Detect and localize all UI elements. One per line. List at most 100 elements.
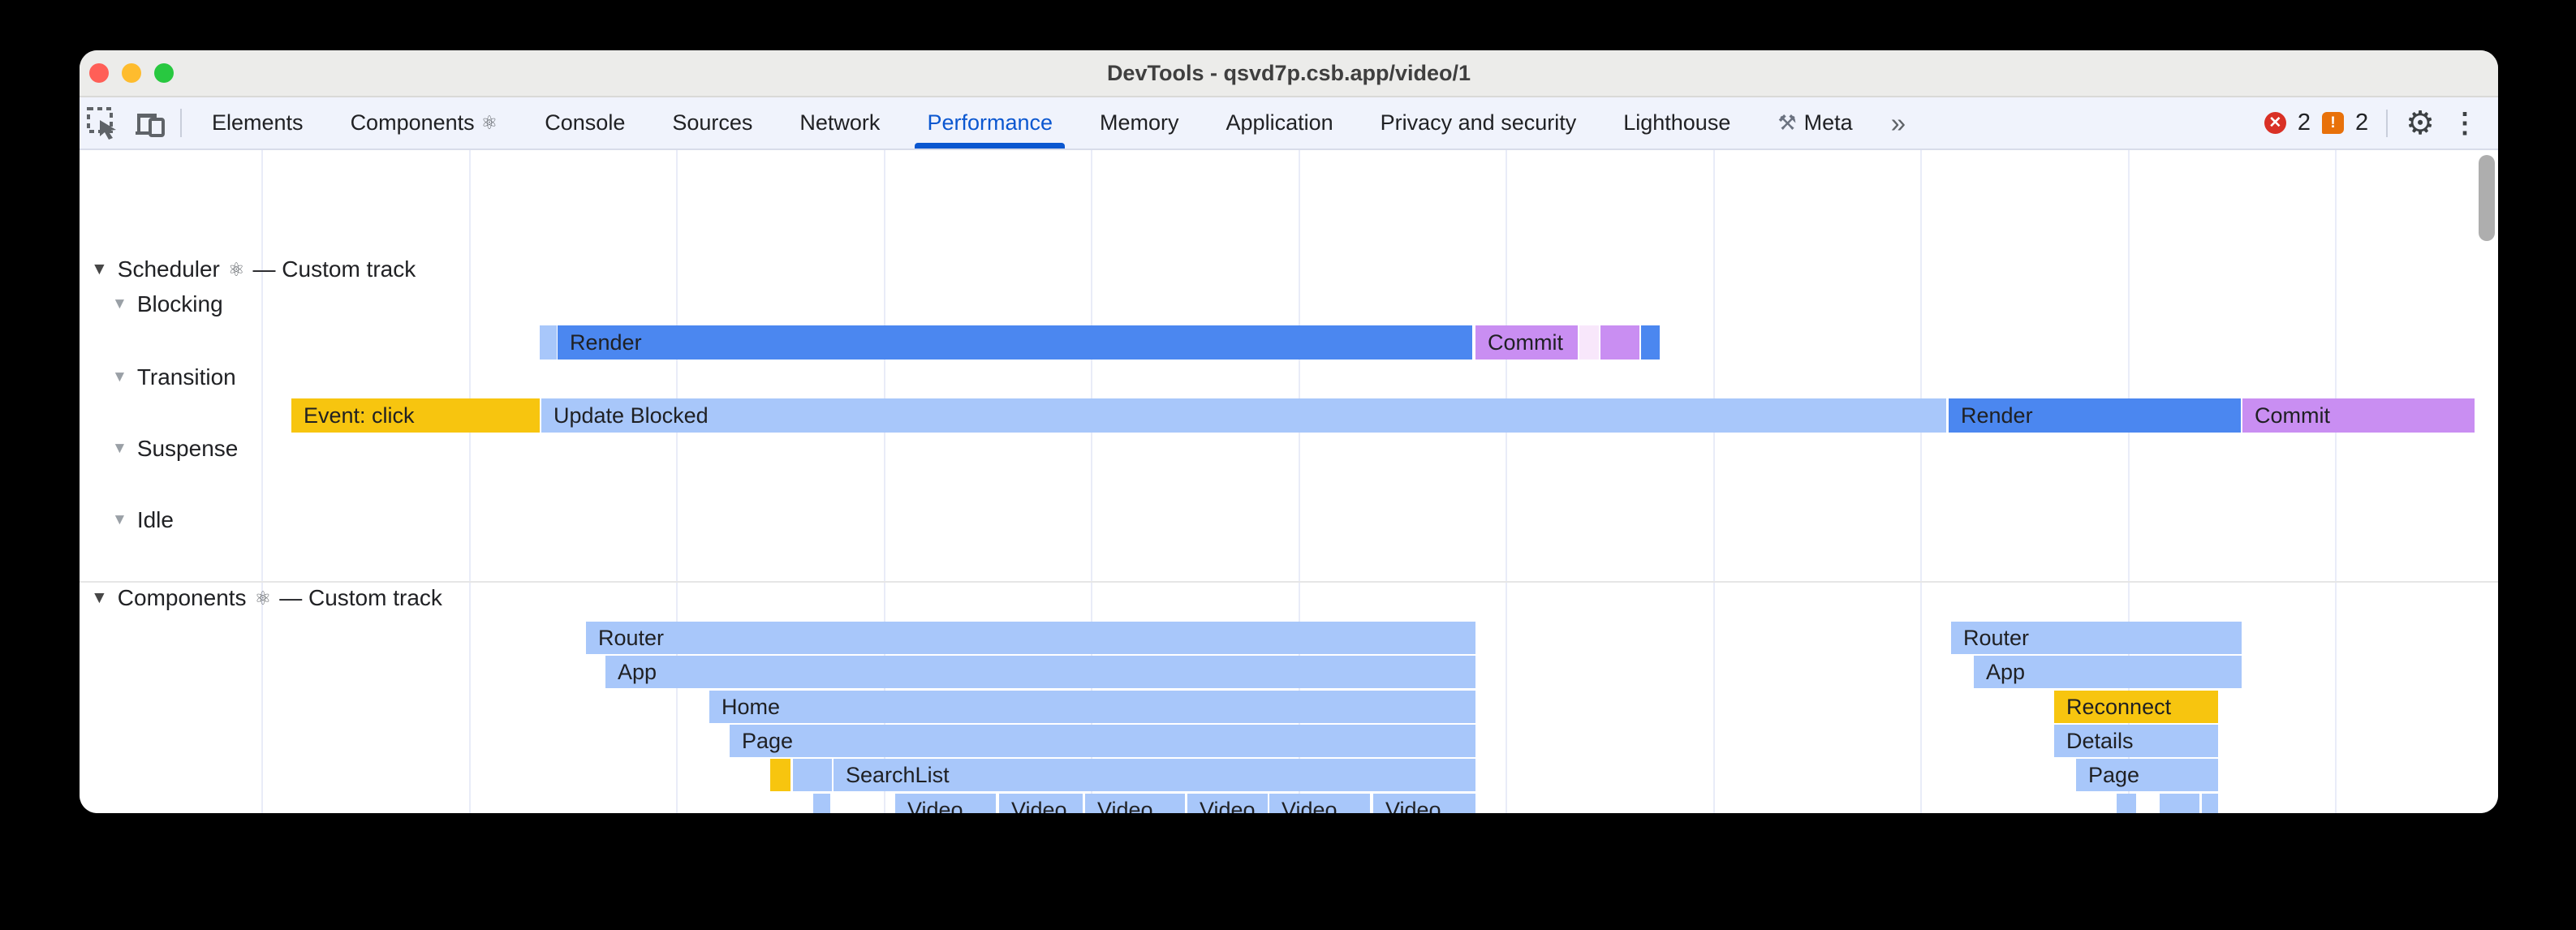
- devtools-window: DevTools - qsvd7p.csb.app/video/1 Elemen…: [80, 50, 2498, 813]
- error-count[interactable]: 2: [2297, 110, 2311, 136]
- flame-bar-render[interactable]: Render: [558, 325, 1472, 360]
- tab-performance[interactable]: Performance: [903, 97, 1076, 149]
- flame-bar-update-blocked[interactable]: Update Blocked: [541, 398, 1946, 433]
- grid-line: [1506, 150, 1507, 813]
- tab-label: Components: [350, 110, 475, 135]
- flame-bar-page[interactable]: Page: [2076, 759, 2218, 791]
- grid-line: [261, 150, 263, 813]
- tab-label: Privacy and security: [1380, 110, 1577, 135]
- close-button[interactable]: [89, 63, 109, 83]
- lane-label-idle[interactable]: ▼ Idle: [112, 504, 174, 536]
- lane-name: Idle: [136, 507, 174, 532]
- title-bar: DevTools - qsvd7p.csb.app/video/1: [80, 50, 2498, 97]
- track-name: Scheduler: [117, 256, 220, 282]
- lane-label-transition[interactable]: ▼ Transition: [112, 361, 236, 394]
- flame-bar-video[interactable]: Video: [1373, 794, 1475, 813]
- flame-bar[interactable]: [1600, 325, 1639, 360]
- track-suffix: — Custom track: [252, 256, 416, 282]
- lane-label-blocking[interactable]: ▼ Blocking: [112, 288, 223, 321]
- panel-tabs: Elements Components ⚛ Console Sources Network…: [188, 97, 1876, 149]
- flame-bar[interactable]: [1579, 325, 1599, 360]
- flame-bar[interactable]: [813, 794, 830, 813]
- tab-application[interactable]: Application: [1203, 97, 1357, 149]
- tab-lighthouse[interactable]: Lighthouse: [1600, 97, 1754, 149]
- performance-flame-chart: ▼ Scheduler ⚛ — Custom track ▼ Blocking Render…: [80, 150, 2498, 813]
- collapse-triangle-icon[interactable]: ▼: [112, 295, 127, 312]
- collapse-triangle-icon[interactable]: ▼: [91, 260, 108, 278]
- flame-bar-router[interactable]: Router: [1951, 622, 2242, 654]
- flame-bar[interactable]: [793, 759, 832, 791]
- flame-bar-video[interactable]: Video: [895, 794, 996, 813]
- track-header-scheduler[interactable]: ▼ Scheduler ⚛ — Custom track: [91, 253, 416, 286]
- flame-bar-commit[interactable]: Commit: [2242, 398, 2475, 433]
- tab-sources[interactable]: Sources: [648, 97, 776, 149]
- tab-meta[interactable]: ⚒ Meta: [1754, 97, 1876, 149]
- zoom-button[interactable]: [154, 63, 174, 83]
- tab-label: Console: [545, 110, 626, 135]
- flame-bar[interactable]: [1641, 325, 1660, 360]
- grid-line: [884, 150, 885, 813]
- minimize-button[interactable]: [122, 63, 141, 83]
- grid-line: [2128, 150, 2130, 813]
- hammer-wrench-icon: ⚒: [1777, 110, 1797, 135]
- tab-memory[interactable]: Memory: [1076, 97, 1203, 149]
- grid-line: [1920, 150, 1922, 813]
- grid-line: [676, 150, 678, 813]
- vertical-scrollbar[interactable]: [2479, 155, 2495, 241]
- flame-bar-video[interactable]: Video: [1085, 794, 1185, 813]
- grid-line: [1713, 150, 1715, 813]
- error-icon[interactable]: ✕: [2264, 112, 2286, 134]
- tab-label: Meta: [1803, 110, 1853, 135]
- tab-label: Memory: [1100, 110, 1179, 135]
- collapse-triangle-icon[interactable]: ▼: [112, 368, 127, 385]
- flame-bar-video[interactable]: Video: [999, 794, 1083, 813]
- flame-bar[interactable]: [2160, 794, 2199, 813]
- flame-bar[interactable]: [2117, 794, 2136, 813]
- tab-components[interactable]: Components ⚛: [327, 97, 522, 149]
- toolbar-divider: [2386, 109, 2389, 137]
- collapse-triangle-icon[interactable]: ▼: [112, 440, 127, 457]
- tab-network[interactable]: Network: [776, 97, 903, 149]
- collapse-triangle-icon[interactable]: ▼: [112, 511, 127, 528]
- tab-elements[interactable]: Elements: [188, 97, 327, 149]
- flame-bar-router[interactable]: Router: [586, 622, 1475, 654]
- flame-bar[interactable]: [2202, 794, 2218, 813]
- device-toolbar-icon[interactable]: [127, 97, 174, 149]
- flame-bar-video[interactable]: Video: [1187, 794, 1268, 813]
- flame-bar-app[interactable]: App: [1974, 656, 2242, 688]
- flame-bar-searchlist[interactable]: SearchList: [834, 759, 1475, 791]
- flame-bar-app[interactable]: App: [605, 656, 1475, 688]
- lane-label-suspense[interactable]: ▼ Suspense: [112, 433, 238, 465]
- flame-bar[interactable]: [540, 325, 557, 360]
- tab-console[interactable]: Console: [521, 97, 648, 149]
- more-tabs-chevron-icon[interactable]: »: [1890, 107, 1906, 138]
- flame-bar-commit[interactable]: Commit: [1475, 325, 1578, 360]
- grid-line: [2335, 150, 2337, 813]
- flame-bar-page[interactable]: Page: [730, 725, 1475, 757]
- track-header-components[interactable]: ▼ Components ⚛ — Custom track: [91, 582, 442, 614]
- flame-bar-video[interactable]: Video: [1269, 794, 1370, 813]
- toolbar-right-group: ✕ 2 ! 2 ⚙ ⋮: [2264, 97, 2479, 149]
- flame-bar-details[interactable]: Details: [2054, 725, 2218, 757]
- settings-gear-icon[interactable]: ⚙: [2406, 105, 2435, 141]
- collapse-triangle-icon[interactable]: ▼: [91, 588, 108, 607]
- tab-label: Application: [1226, 110, 1333, 135]
- warning-icon[interactable]: !: [2322, 112, 2344, 134]
- track-suffix: — Custom track: [279, 585, 442, 610]
- lane-name: Suspense: [136, 436, 239, 461]
- inspect-element-icon[interactable]: [80, 97, 127, 149]
- tab-privacy-and-security[interactable]: Privacy and security: [1357, 97, 1600, 149]
- react-atom-icon: ⚛: [227, 258, 245, 280]
- flame-bar-home[interactable]: Home: [709, 691, 1475, 723]
- tab-label: Network: [799, 110, 881, 135]
- flame-bar-render[interactable]: Render: [1949, 398, 2241, 433]
- track-name: Components: [117, 585, 247, 610]
- tab-label: Sources: [672, 110, 753, 135]
- flame-bar-event-click[interactable]: Event: click: [291, 398, 540, 433]
- toolbar-divider: [180, 109, 182, 137]
- flame-bar[interactable]: [770, 759, 790, 791]
- kebab-menu-icon[interactable]: ⋮: [2451, 107, 2479, 139]
- flame-bar-reconnect[interactable]: Reconnect: [2054, 691, 2218, 723]
- grid-line: [469, 150, 471, 813]
- warning-count[interactable]: 2: [2355, 110, 2369, 136]
